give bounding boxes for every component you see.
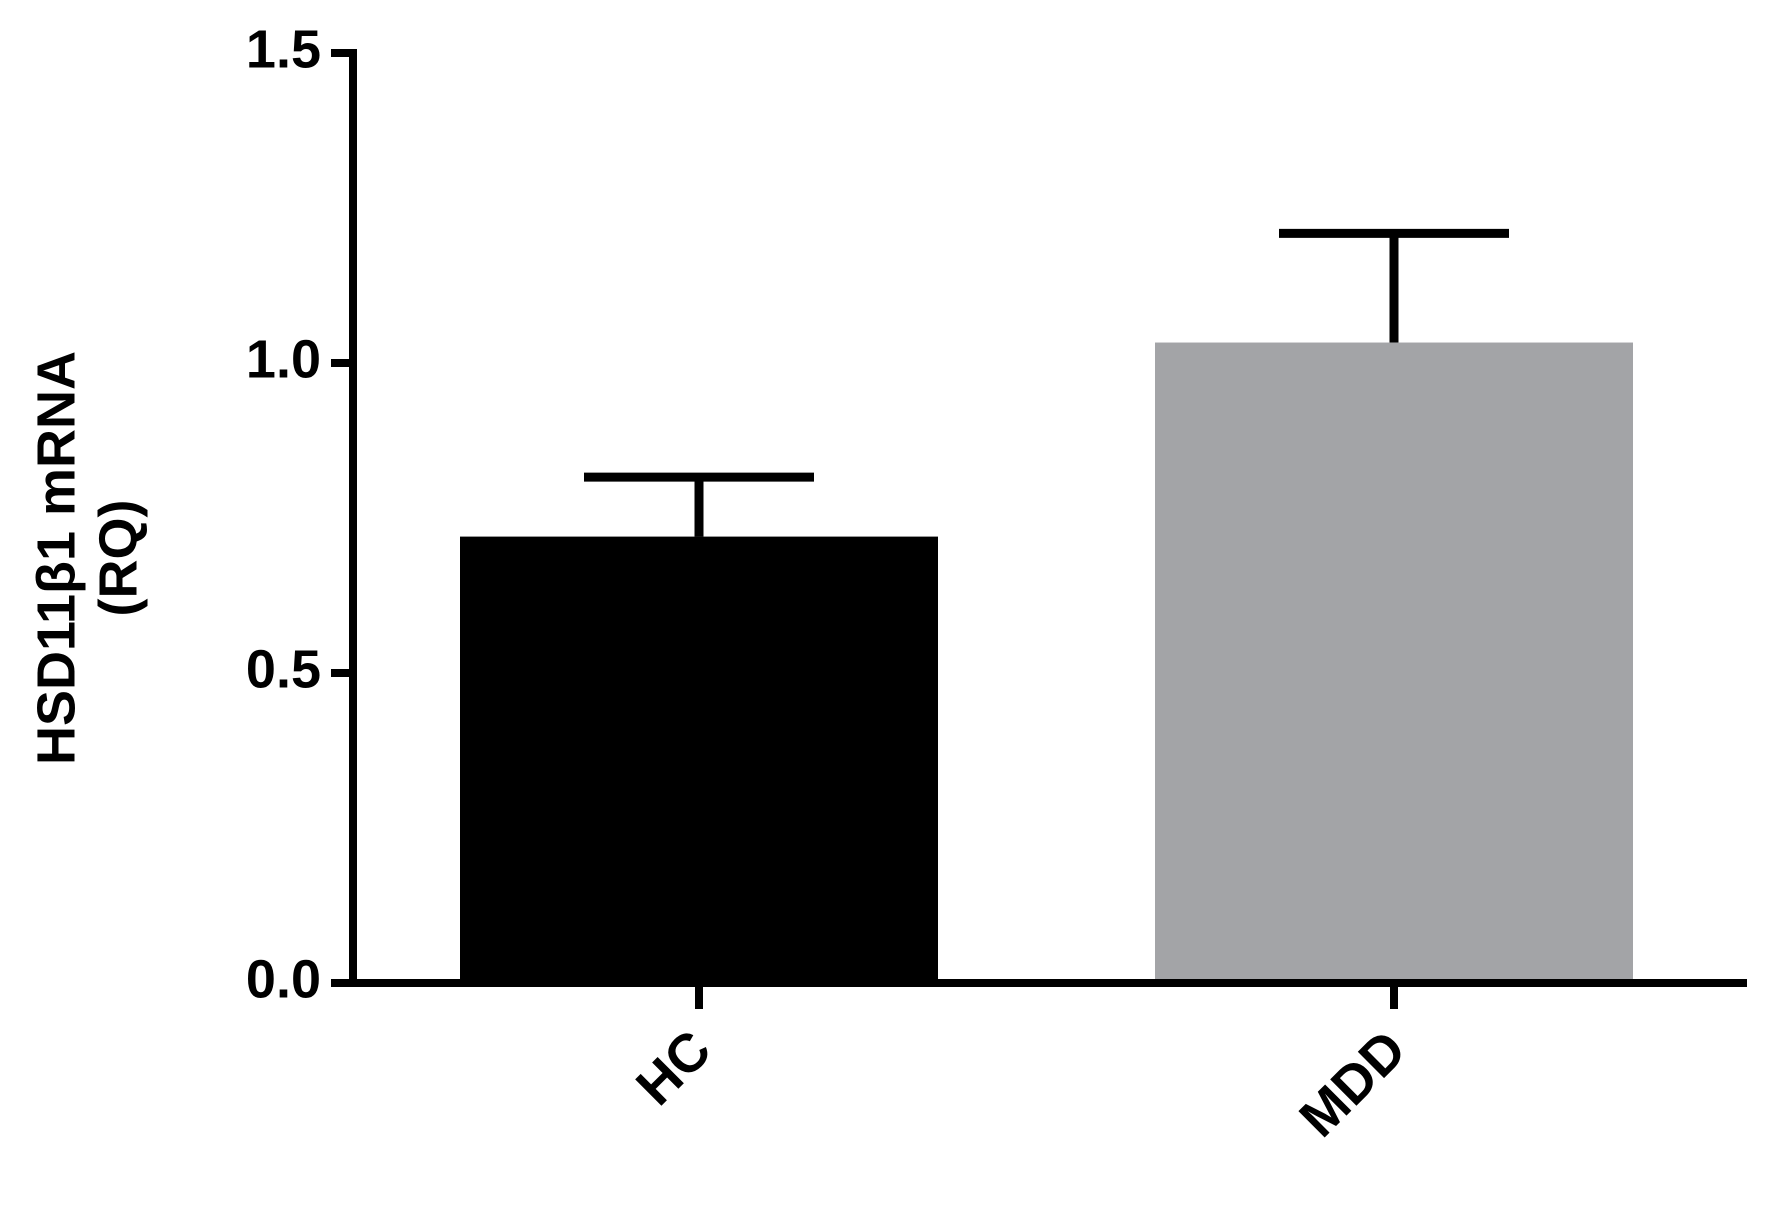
bar (460, 536, 938, 983)
y-axis-label: HSD11β1 mRNA (26, 351, 86, 765)
y-axis-label: (RQ) (88, 500, 148, 617)
bar (1155, 342, 1633, 983)
y-tick-label: 1.0 (246, 329, 321, 389)
y-tick-label: 0.0 (246, 949, 321, 1009)
x-tick-label: MDD (1288, 1019, 1417, 1148)
x-tick-label: HC (625, 1019, 723, 1117)
y-tick-label: 1.5 (246, 19, 321, 79)
y-tick-label: 0.5 (246, 639, 321, 699)
